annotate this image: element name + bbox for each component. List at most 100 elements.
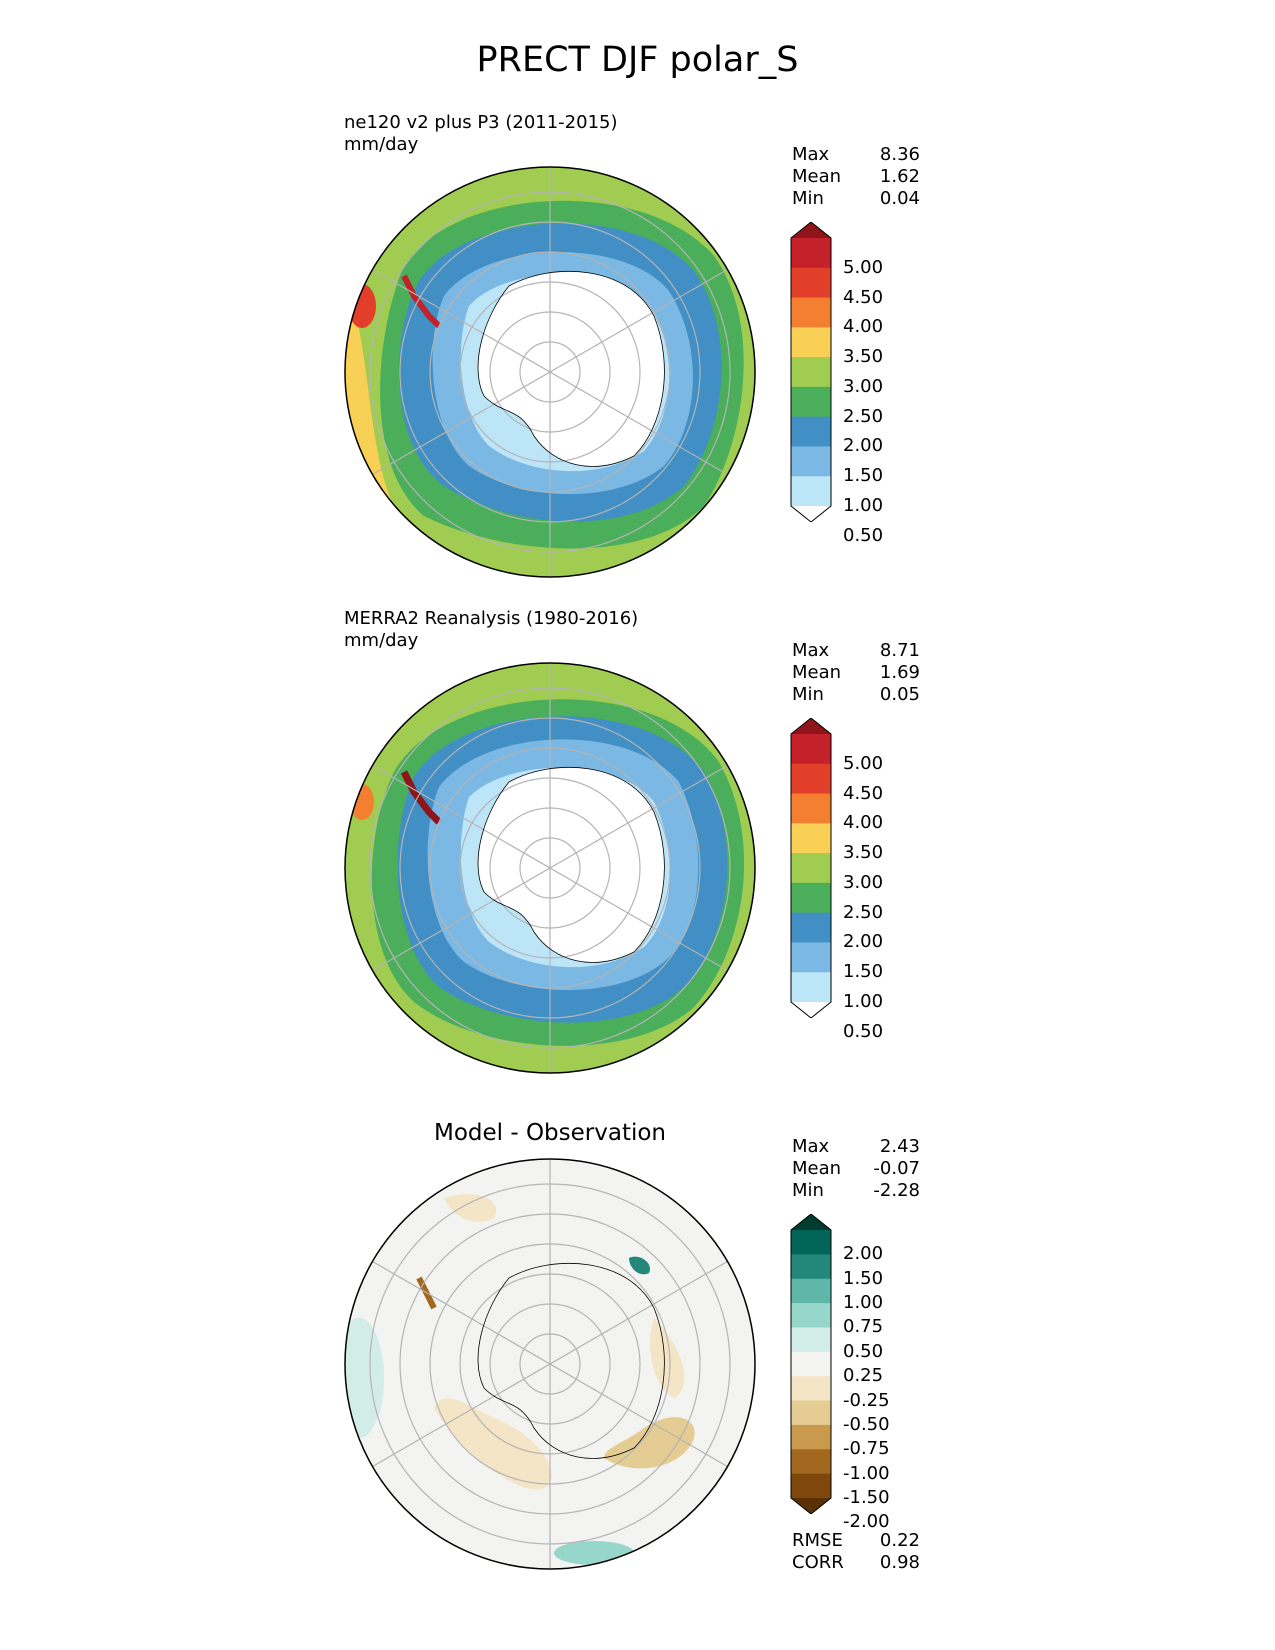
colorbar-segment [791, 1473, 831, 1499]
colorbar-tick-label: 5.00 [843, 256, 884, 278]
colorbar-tick-label: 0.50 [843, 1020, 884, 1042]
colorbar-test-bar [790, 222, 832, 522]
peninsula-max-precip [400, 770, 442, 825]
colorbar-segment [791, 416, 831, 447]
colorbar-tick-label: 4.00 [843, 316, 884, 338]
colorbar-ref: 5.00 4.50 4.00 3.50 3.00 2.50 2.00 1.50 1.00 0.50 [790, 718, 920, 1041]
colorbar-segment [791, 1424, 831, 1450]
colorbar-segment [791, 823, 831, 854]
main-title: PRECT DJF polar_S [476, 40, 799, 80]
colorbar-tick-label: 5.00 [843, 752, 884, 774]
colorbar-tick-label: 4.00 [843, 812, 884, 834]
stat-max: Max 8.36 [792, 144, 920, 165]
precip-band-3.5 [350, 784, 374, 820]
graticule [369, 663, 731, 1073]
colorbar-tick-label: 0.25 [843, 1365, 884, 1387]
colorbar-segment [791, 1400, 831, 1426]
colorbar-segment [791, 238, 831, 269]
colorbar-segment [791, 793, 831, 824]
colorbar-segment [791, 882, 831, 914]
panel-test-title: ne120 v2 plus P3 (2011-2015) [344, 112, 618, 133]
colorbar-tick-label: 4.50 [843, 286, 884, 308]
colorbar-extend-min [791, 1498, 831, 1514]
panel-diff-stats: Max 2.43 Mean -0.07 Min -2.28 [792, 1136, 920, 1202]
diff-positive-east [629, 1256, 650, 1275]
colorbar-outline [790, 1214, 832, 1514]
stat-mean: Mean 1.69 [792, 662, 920, 683]
map-diff [344, 1158, 756, 1570]
colorbar-tick-label: 2.50 [843, 405, 884, 427]
colorbar-tick-label: 2.50 [843, 901, 884, 923]
precip-band-below-0.5 [478, 271, 665, 467]
stat-min: Min -2.28 [792, 1180, 920, 1201]
peninsula-max-precip [401, 274, 442, 329]
colorbar-segment [791, 297, 831, 328]
colorbar-tick-label: 1.50 [843, 1267, 884, 1289]
panel-test-units: mm/day [344, 134, 419, 155]
panel-ref-units: mm/day [344, 630, 419, 651]
colorbar-tick-label: 2.00 [843, 931, 884, 953]
colorbar-outline [790, 222, 832, 522]
colorbar-extend-min [791, 1002, 831, 1018]
panel-ref-stats: Max 8.71 Mean 1.69 Min 0.05 [792, 640, 920, 706]
diff-negative-3 [650, 1318, 685, 1398]
colorbar-tick-label: 3.00 [843, 375, 884, 397]
colorbar-segment [791, 853, 831, 884]
colorbar-segment [791, 1230, 831, 1255]
colorbar-tick-label: -1.50 [843, 1487, 890, 1508]
colorbar-extend-max [791, 1214, 831, 1230]
map-test [344, 166, 756, 578]
map-boundary [344, 166, 756, 578]
colorbar-tick-label: 3.50 [843, 842, 884, 864]
colorbar-test: 5.00 4.50 4.00 3.50 3.00 2.50 2.00 1.50 1.00 0.50 [790, 222, 920, 545]
colorbar-tick-label: -0.75 [843, 1438, 890, 1460]
colorbar-segment [791, 446, 831, 477]
colorbar-tick-label: -0.25 [843, 1389, 890, 1411]
colorbar-segment [791, 327, 831, 358]
stat-mean: Mean 1.62 [792, 166, 920, 187]
colorbar-tick-label: 4.50 [843, 782, 884, 804]
colorbar-tick-label: 1.50 [843, 465, 884, 487]
colorbar-segment [791, 1303, 831, 1328]
colorbar-tick-label: 0.50 [843, 524, 884, 546]
stat-min: Min 0.05 [792, 684, 920, 705]
map-ref-svg [344, 662, 756, 1074]
graticule [369, 1159, 731, 1569]
stat-max: Max 2.43 [792, 1136, 920, 1157]
stat-mean: Mean -0.07 [792, 1158, 920, 1179]
antarctica-coastline [477, 270, 665, 467]
map-boundary [344, 1158, 756, 1570]
colorbar-segment [791, 942, 831, 973]
colorbar-diff-bar [790, 1214, 832, 1514]
colorbar-segment [791, 1327, 831, 1353]
colorbar-extend-max [791, 718, 831, 734]
colorbar-segment [791, 763, 831, 795]
colorbar-tick-label: 1.00 [843, 1292, 884, 1314]
colorbar-outline [790, 718, 832, 1018]
map-ref [344, 662, 756, 1074]
antarctica-coastline [477, 1262, 665, 1459]
colorbar-tick-label: -0.50 [843, 1413, 890, 1435]
colorbar-diff: 2.00 1.50 1.00 0.75 0.50 0.25 -0.25 -0.50 -0.75-… [790, 1214, 920, 1532]
colorbar-segment [791, 734, 831, 765]
diff-positive-south [554, 1541, 634, 1565]
colorbar-segment [791, 1449, 831, 1475]
precip-band-below-0.5 [478, 767, 665, 963]
colorbar-segment [791, 386, 831, 418]
panel-test-stats: Max 8.36 Mean 1.62 Min 0.04 [792, 144, 920, 210]
colorbar-tick-label: 1.00 [843, 495, 884, 516]
colorbar-segment [791, 476, 831, 507]
colorbar-segment [791, 972, 831, 1003]
panel-test-label: ne120 v2 plus P3 (2011-2015) mm/day [344, 112, 618, 156]
colorbar-segment [791, 357, 831, 388]
diff-negative-1 [434, 1398, 552, 1490]
colorbar-tick-label: 2.00 [843, 1243, 884, 1265]
stat-min: Min 0.04 [792, 188, 920, 209]
colorbar-tick-label: 3.50 [843, 346, 884, 368]
metric-corr: CORR 0.98 [792, 1552, 920, 1573]
diff-negative-4 [444, 1194, 496, 1222]
colorbar-segment [791, 1254, 831, 1280]
map-test-svg [344, 166, 756, 578]
colorbar-ref-bar [790, 718, 832, 1018]
colorbar-tick-label: -1.00 [843, 1462, 890, 1484]
